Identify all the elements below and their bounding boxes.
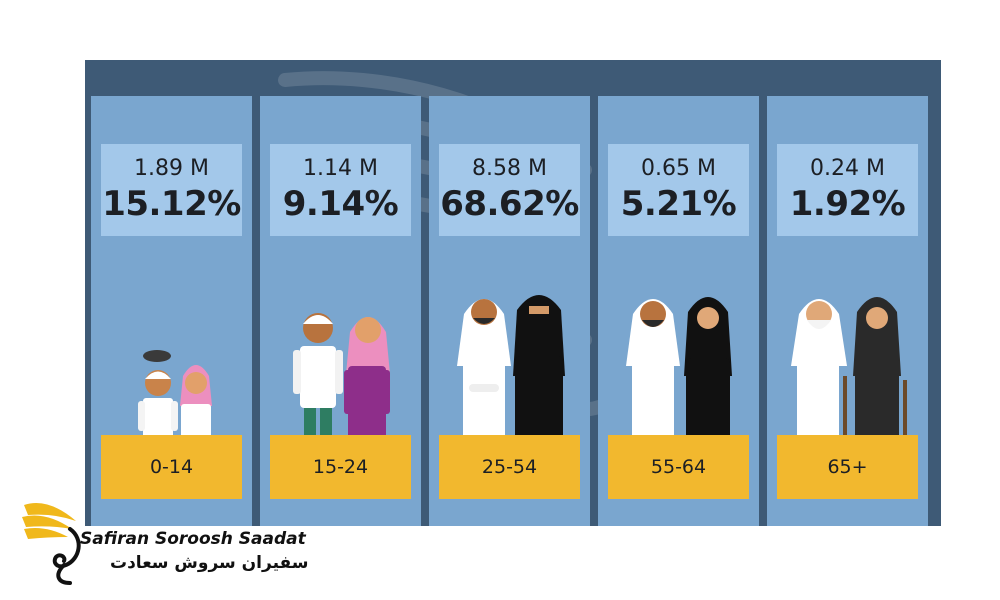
age-group-label: 65+ [777,435,918,499]
value-box: 8.58 M 68.62% [439,144,580,236]
value-box: 0.65 M 5.21% [608,144,749,236]
population-millions: 1.14 M [303,156,378,181]
wing-logo-icon [22,503,81,585]
population-percent: 68.62% [440,184,579,224]
company-logo: Safiran Soroosh Saadat سفیران سروش سعادت [18,495,308,585]
population-percent: 1.92% [789,184,906,224]
logo-name-persian: سفیران سروش سعادت [110,553,309,573]
child-figures-icon [138,350,212,446]
age-group-column-65-plus: 0.24 M 1.92% 65+ [767,96,928,526]
age-group-column-15-24: 1.14 M 9.14% 15-24 [260,96,421,526]
population-percent: 15.12% [102,184,241,224]
infographic-panel: 1.89 M 15.12% 0- [85,60,941,526]
population-millions: 8.58 M [472,156,547,181]
age-group-label: 0-14 [101,435,242,499]
age-group-label: 55-64 [608,435,749,499]
value-box: 0.24 M 1.92% [777,144,918,236]
population-millions: 0.24 M [810,156,885,181]
middle-age-figures-icon [626,297,732,446]
population-millions: 1.89 M [134,156,209,181]
adult-figures-icon [457,295,565,446]
age-group-label: 25-54 [439,435,580,499]
population-percent: 5.21% [620,184,737,224]
value-box: 1.89 M 15.12% [101,144,242,236]
elderly-figures-icon [791,297,907,446]
youth-figures-icon [293,313,390,446]
age-group-column-25-54: 8.58 M 68.62% 25-54 [429,96,590,526]
logo-name-english: Safiran Soroosh Saadat [80,529,306,549]
value-box: 1.14 M 9.14% [270,144,411,236]
population-percent: 9.14% [282,184,399,224]
age-group-column-55-64: 0.65 M 5.21% 55-64 [598,96,759,526]
population-millions: 0.65 M [641,156,716,181]
age-group-column-0-14: 1.89 M 15.12% 0- [91,96,252,526]
age-group-label: 15-24 [270,435,411,499]
